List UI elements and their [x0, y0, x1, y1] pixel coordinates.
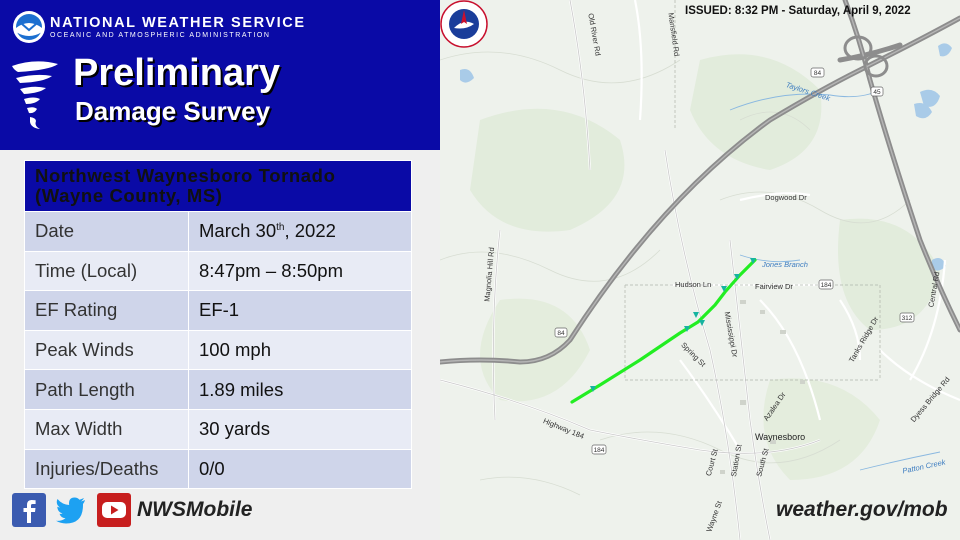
- row-label-time: Time (Local): [24, 250, 189, 292]
- town-label: Waynesboro: [755, 432, 806, 442]
- map-canvas: 84 45 84 184 184 312: [440, 0, 960, 540]
- issued-timestamp: ISSUED: 8:32 PM - Saturday, April 9, 202…: [685, 5, 911, 17]
- table-row: EF Rating EF-1: [24, 290, 412, 331]
- svg-text:84: 84: [814, 70, 822, 77]
- road-label-hudson-ln: Hudson Ln: [675, 280, 712, 289]
- row-value-injuries-deaths: 0/0: [188, 448, 412, 490]
- title-damage-survey: Damage Survey: [75, 96, 271, 126]
- row-label-max-width: Max Width: [24, 408, 189, 450]
- title-preliminary: Preliminary: [73, 52, 280, 94]
- org-subtitle: OCEANIC AND ATMOSPHERIC ADMINISTRATION: [50, 32, 271, 39]
- svg-text:312: 312: [902, 315, 913, 322]
- row-label-injuries-deaths: Injuries/Deaths: [24, 448, 189, 490]
- route-shield-184-east: 184: [818, 279, 834, 290]
- row-value-max-width: 30 yards: [188, 408, 412, 450]
- row-value-peak-winds: 100 mph: [188, 329, 412, 371]
- survey-table: Northwest Waynesboro Tornado (Wayne Coun…: [24, 160, 412, 490]
- noaa-logo-icon: [13, 11, 45, 43]
- svg-text:84: 84: [557, 330, 565, 337]
- youtube-icon[interactable]: [97, 493, 131, 527]
- svg-text:45: 45: [873, 89, 881, 96]
- facebook-icon[interactable]: [12, 493, 46, 527]
- route-shield-312: 312: [899, 312, 915, 323]
- row-value-ef-rating: EF-1: [188, 290, 412, 331]
- damage-track-map[interactable]: 84 45 84 184 184 312: [440, 0, 960, 540]
- table-row: Peak Winds 100 mph: [24, 329, 412, 371]
- table-row: Injuries/Deaths 0/0: [24, 448, 412, 490]
- damage-point-markers: [590, 258, 756, 392]
- row-label-peak-winds: Peak Winds: [24, 329, 189, 371]
- social-handle[interactable]: NWSMobile: [137, 498, 253, 521]
- road-label-fairview-dr: Fairview Dr: [755, 282, 793, 291]
- svg-text:184: 184: [594, 447, 605, 454]
- event-name: Northwest Waynesboro Tornado (Wayne Coun…: [24, 160, 412, 212]
- website-link[interactable]: weather.gov/mob: [776, 498, 948, 521]
- org-name: NATIONAL WEATHER SERVICE: [50, 15, 306, 31]
- row-label-ef-rating: EF Rating: [24, 290, 189, 331]
- creek-label-jones-branch: Jones Branch: [762, 260, 808, 269]
- table-row: Date March 30th, 2022: [24, 211, 412, 252]
- table-row: Path Length 1.89 miles: [24, 369, 412, 410]
- tornado-damage-track[interactable]: [570, 258, 757, 404]
- left-panel: NATIONAL WEATHER SERVICE OCEANIC AND ATM…: [0, 0, 440, 540]
- row-value-path-length: 1.89 miles: [188, 369, 412, 410]
- route-shield-84-north: 84: [810, 67, 825, 78]
- row-value-time: 8:47pm – 8:50pm: [188, 250, 412, 292]
- tornado-icon: [12, 61, 58, 129]
- road-label-dogwood-dr: Dogwood Dr: [765, 193, 807, 202]
- twitter-icon[interactable]: [54, 493, 88, 527]
- header-banner: NATIONAL WEATHER SERVICE OCEANIC AND ATM…: [0, 0, 440, 150]
- table-row: Max Width 30 yards: [24, 408, 412, 450]
- table-row: Time (Local) 8:47pm – 8:50pm: [24, 250, 412, 292]
- row-value-date: March 30th, 2022: [188, 211, 412, 252]
- svg-text:184: 184: [821, 282, 832, 289]
- route-shield-84-west: 84: [554, 327, 568, 338]
- nws-seal-icon: [440, 0, 488, 48]
- row-label-date: Date: [24, 211, 189, 252]
- route-shield-45: 45: [870, 86, 884, 97]
- row-label-path-length: Path Length: [24, 369, 189, 410]
- route-shield-184-south: 184: [591, 444, 607, 455]
